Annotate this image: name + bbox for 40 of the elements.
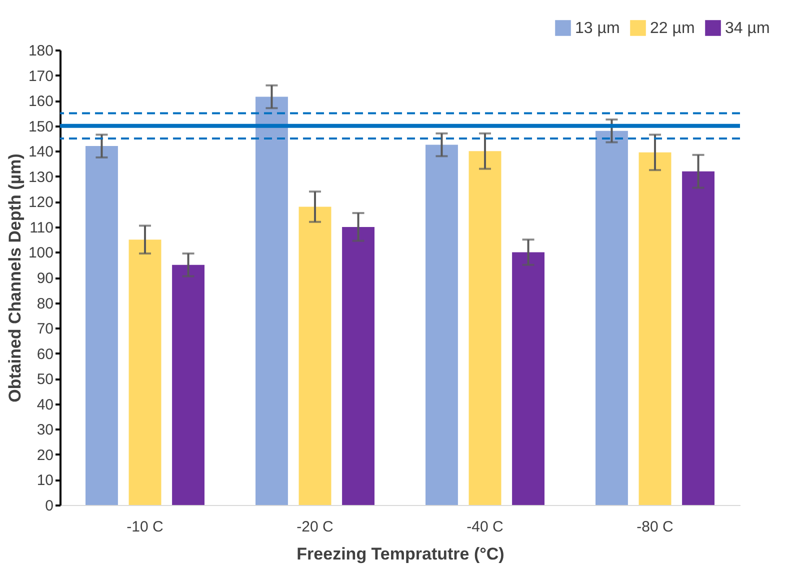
y-tick-label: 70 — [36, 320, 54, 338]
y-tick-label: 90 — [36, 270, 54, 287]
bar — [128, 240, 162, 505]
y-tick-label: 170 — [28, 68, 54, 85]
legend-label: 34 µm — [725, 20, 770, 37]
x-tick-label: -20 C — [296, 518, 334, 536]
x-tick-label: -80 C — [636, 518, 674, 536]
y-tick-label: 0 — [45, 498, 54, 514]
y-axis-title: Obtained Channels Depth (µm) — [5, 154, 24, 402]
y-tick-label: 140 — [28, 144, 54, 161]
y-tick-label: 180 — [28, 42, 54, 60]
y-tick-label: 150 — [28, 118, 54, 136]
y-tick-label: 120 — [28, 194, 54, 212]
bar — [298, 206, 332, 505]
y-tick-label: 50 — [36, 371, 54, 388]
y-tick-label: 80 — [36, 295, 54, 312]
bar — [638, 152, 672, 505]
y-tick-label: 40 — [36, 396, 54, 414]
bar — [342, 226, 374, 505]
bar — [172, 264, 204, 505]
x-tick-label: -40 C — [466, 518, 504, 536]
y-tick-label: 110 — [30, 219, 54, 236]
bar — [512, 252, 544, 505]
y-tick-label: 20 — [36, 446, 54, 464]
bar — [682, 171, 714, 505]
bar — [596, 130, 628, 505]
x-tick-label: -10 C — [126, 518, 164, 536]
bar — [256, 96, 288, 505]
legend-label: 22 µm — [650, 20, 695, 37]
bar — [468, 151, 502, 505]
legend-label: 13 µm — [575, 20, 620, 37]
y-tick-label: 30 — [36, 422, 54, 439]
bar — [86, 146, 118, 505]
y-tick-label: 130 — [28, 168, 54, 186]
y-tick-label: 100 — [28, 244, 54, 262]
bar — [426, 144, 458, 505]
y-tick-label: 60 — [36, 346, 54, 363]
y-tick-label: 160 — [28, 93, 54, 110]
y-tick-label: 10 — [36, 472, 54, 490]
x-axis-title: Freezing Tempratutre (°C) — [296, 544, 504, 564]
